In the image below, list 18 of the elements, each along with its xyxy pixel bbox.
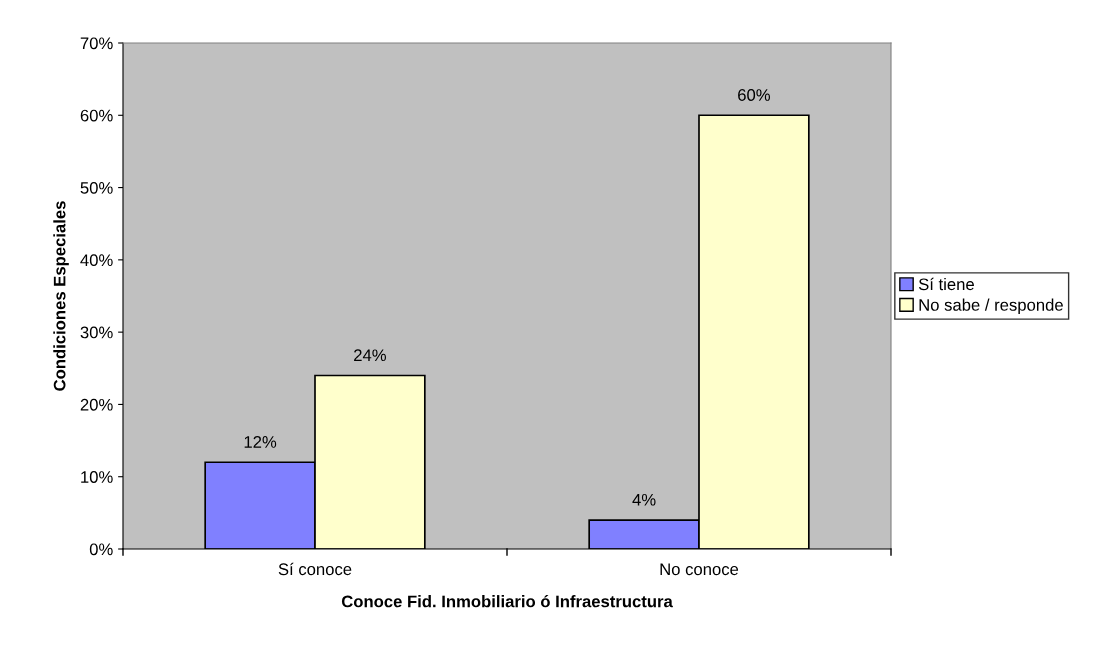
x-tick-label: Sí conoce (278, 562, 352, 576)
y-tick-label: 40% (80, 254, 113, 267)
y-tick-label: 50% (80, 181, 113, 194)
y-tick-label: 30% (80, 326, 113, 339)
y-tick-label: 20% (80, 398, 113, 411)
data-label: 4% (632, 493, 656, 506)
x-axis-title: Conoce Fid. Inmobiliario ó Infraestructura (341, 594, 673, 608)
legend-label: No sabe / responde (919, 298, 1063, 315)
data-label: 12% (244, 436, 277, 448)
y-tick-label: 60% (80, 109, 113, 122)
data-label: 24% (354, 349, 386, 362)
y-tick-label: 10% (81, 471, 113, 483)
y-tick-label: 0% (89, 543, 113, 556)
legend-label: Sí tiene (918, 277, 974, 291)
data-label: 60% (738, 89, 770, 101)
y-tick-label: 70% (80, 37, 113, 50)
y-axis-title: Condiciones Especiales (53, 201, 69, 391)
x-tick-label: No conoce (660, 563, 739, 576)
